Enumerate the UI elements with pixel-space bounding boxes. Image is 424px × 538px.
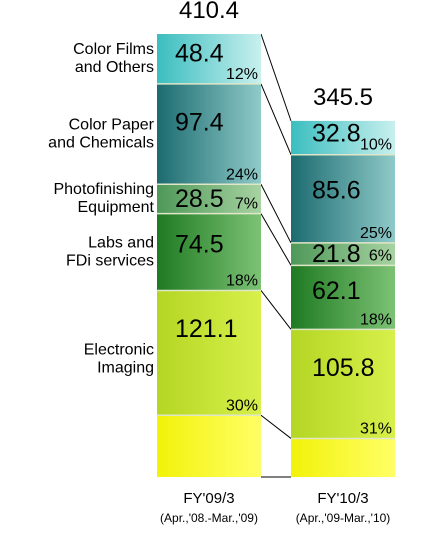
percent-label-photofinishing-equipment-2: 6% xyxy=(369,247,392,264)
x-tick-sublabel-2: (Apr.,'09-Mar.,'10) xyxy=(296,511,391,525)
x-tick-label-1: FY'09/3 xyxy=(183,490,234,507)
percent-label-color-films-and-others-1: 12% xyxy=(226,66,258,83)
bar-segment-bottom-segment-1 xyxy=(157,415,261,477)
x-tick-sublabel-1: (Apr.,'08.-Mar.,'09) xyxy=(160,511,258,525)
bar-segment-labs-and-fdi-services-1 xyxy=(157,213,261,291)
series-labels: Electronic Imaging Labs and FDi services Pho… xyxy=(48,41,155,376)
connector-line xyxy=(260,213,292,266)
percent-label-labs-and-fdi-services-2: 18% xyxy=(360,311,392,328)
percent-label-labs-and-fdi-services-1: 18% xyxy=(226,272,258,289)
total-label-1: 410.4 xyxy=(179,0,239,24)
x-axis-labels: FY'09/3 (Apr.,'08.-Mar.,'09) FY'10/3 (Apr.,… xyxy=(160,490,390,525)
series-label-electronic-imaging: Electronic Imaging xyxy=(84,341,154,376)
connector-line xyxy=(260,83,292,155)
value-label-color-films-and-others-1: 48.4 xyxy=(175,40,224,68)
percent-label-photofinishing-equipment-1: 7% xyxy=(235,196,258,213)
percent-label-color-paper-and-chemicals-1: 24% xyxy=(226,166,258,183)
bars: 121.130%74.518%28.5 7%97.424%48.412%410.4… xyxy=(157,0,395,477)
connector-line xyxy=(260,33,292,122)
x-tick-label-2: FY'10/3 xyxy=(317,490,368,507)
percent-label-electronic-imaging-2: 31% xyxy=(360,420,392,437)
bar-segment-color-films-and-others-1 xyxy=(157,34,261,84)
value-label-color-paper-and-chemicals-2: 85.6 xyxy=(312,176,361,204)
value-label-labs-and-fdi-services-1: 74.5 xyxy=(175,231,224,259)
series-label-color-films-and-others: Color Films and Others xyxy=(73,41,154,76)
value-label-photofinishing-equipment-2: 21.8 xyxy=(312,240,361,268)
series-label-labs-and-fdi-services: Labs and FDi services xyxy=(66,234,154,269)
bar-segment-color-paper-and-chemicals-2 xyxy=(291,154,395,243)
bar-segment-photofinishing-equipment-1 xyxy=(157,184,261,214)
connector-line xyxy=(260,414,292,439)
percent-label-electronic-imaging-1: 30% xyxy=(226,397,258,414)
bar-segment-electronic-imaging-2 xyxy=(291,329,395,439)
bar-segment-photofinishing-equipment-2 xyxy=(291,242,395,266)
connector-line xyxy=(260,290,292,330)
value-label-color-paper-and-chemicals-1: 97.4 xyxy=(175,108,224,136)
bar-segment-bottom-segment-2 xyxy=(291,438,395,477)
series-label-color-paper-and-chemicals: Color Paper and Chemicals xyxy=(48,116,155,151)
bar-segment-electronic-imaging-1 xyxy=(157,290,261,416)
bar-segment-color-paper-and-chemicals-1 xyxy=(157,83,261,185)
value-label-color-films-and-others-2: 32.8 xyxy=(312,120,361,148)
connector-line xyxy=(260,184,292,244)
percent-label-color-films-and-others-2: 10% xyxy=(360,137,392,154)
value-label-photofinishing-equipment-1: 28.5 xyxy=(175,185,224,213)
value-label-electronic-imaging-2: 105.8 xyxy=(312,354,375,382)
series-label-photofinishing-equipment: Photofinishing Equipment xyxy=(53,181,154,216)
bar-segment-color-films-and-others-2 xyxy=(291,120,395,155)
value-label-labs-and-fdi-services-2: 62.1 xyxy=(312,277,361,305)
bar-connectors xyxy=(260,33,292,478)
percent-label-color-paper-and-chemicals-2: 25% xyxy=(360,225,392,242)
total-label-2: 345.5 xyxy=(313,84,373,111)
bar-segment-labs-and-fdi-services-2 xyxy=(291,265,395,330)
value-label-electronic-imaging-1: 121.1 xyxy=(175,315,238,343)
